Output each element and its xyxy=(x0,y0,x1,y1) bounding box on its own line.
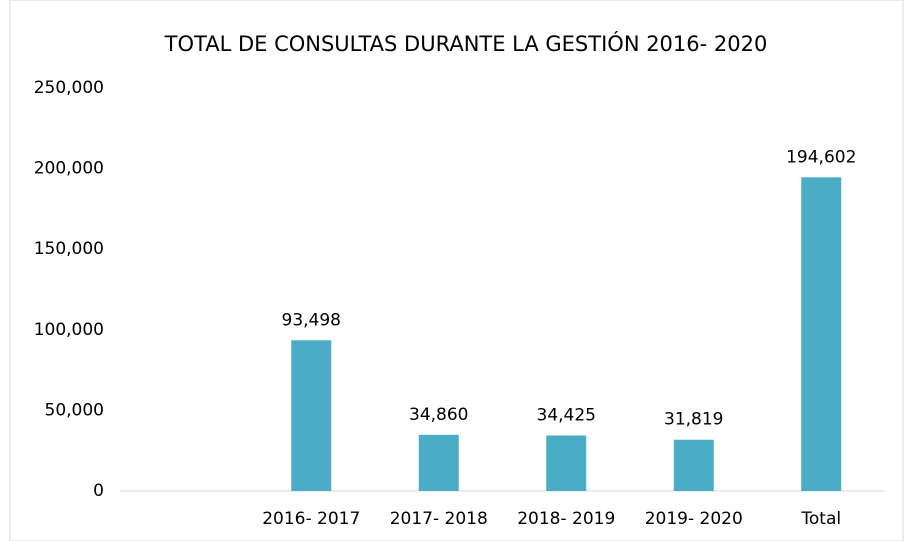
y-tick-label: 100,000 xyxy=(34,320,104,340)
bar xyxy=(546,435,587,491)
y-tick-label: 250,000 xyxy=(34,78,104,98)
data-label: 93,498 xyxy=(282,310,341,330)
data-label: 31,819 xyxy=(664,410,723,430)
x-tick-label: 2018- 2019 xyxy=(517,509,615,529)
x-tick-label: 2016- 2017 xyxy=(262,509,360,529)
bar xyxy=(801,177,842,491)
bar xyxy=(673,439,714,491)
data-label: 34,425 xyxy=(537,406,596,426)
bar xyxy=(418,434,459,491)
bar xyxy=(291,340,332,491)
x-tick-label: Total xyxy=(800,509,841,529)
x-tick-label: 2017- 2018 xyxy=(390,509,488,529)
chart-title: TOTAL DE CONSULTAS DURANTE LA GESTIÓN 20… xyxy=(164,31,768,56)
y-tick-label: 150,000 xyxy=(34,239,104,259)
y-tick-label: 50,000 xyxy=(45,400,104,420)
x-tick-label: 2019- 2020 xyxy=(645,509,743,529)
data-label: 34,860 xyxy=(409,405,468,425)
y-tick-label: 0 xyxy=(93,481,104,501)
y-tick-label: 200,000 xyxy=(34,159,104,179)
data-label: 194,602 xyxy=(786,147,856,167)
